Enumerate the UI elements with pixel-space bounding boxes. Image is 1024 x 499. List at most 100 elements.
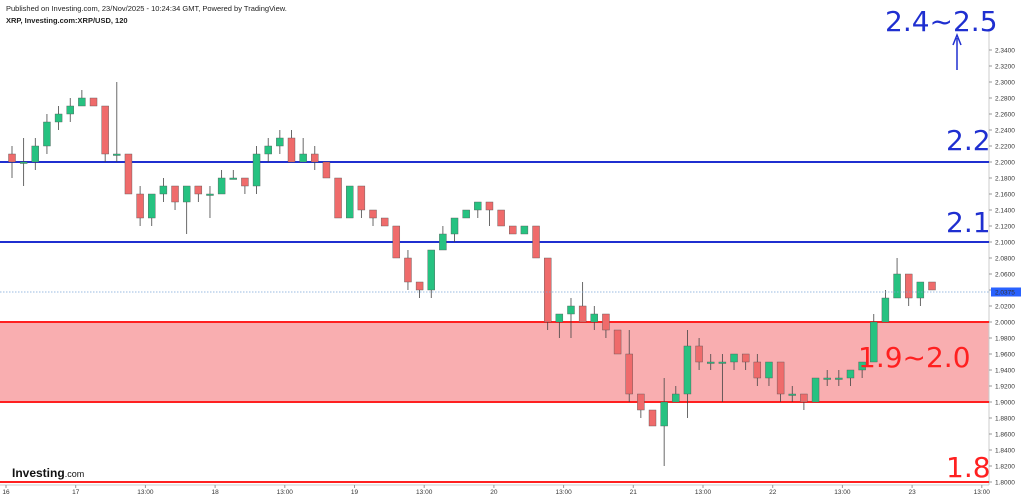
- candle-body: [590, 313, 598, 323]
- candle-body: [776, 361, 785, 395]
- candle-body: [858, 361, 866, 371]
- candle-body: [369, 209, 377, 219]
- svg-text:Investing.com: Investing.com: [12, 466, 84, 480]
- candle-body: [124, 153, 133, 195]
- level-label-2-1: 2.1: [946, 206, 991, 239]
- y-tick-label: 2.1600: [995, 191, 1015, 198]
- y-tick-label: 2.3000: [995, 79, 1015, 86]
- x-tick-label: 13:00: [555, 489, 572, 496]
- x-tick-label: 13:00: [416, 489, 433, 496]
- y-tick-label: 2.1000: [995, 239, 1015, 246]
- level-lines: [0, 161, 989, 483]
- target-label: 2.4~2.5: [885, 5, 998, 38]
- candle-body: [148, 193, 156, 219]
- candle-body: [835, 377, 843, 380]
- candle-body: [43, 121, 51, 147]
- y-tick-label: 2.0600: [995, 271, 1015, 278]
- y-tick-label: 1.9400: [995, 367, 1015, 374]
- y-tick-label: 2.1400: [995, 207, 1015, 214]
- x-tick-label: 16: [2, 489, 10, 496]
- candle-body: [672, 393, 680, 403]
- candle-body: [182, 185, 191, 203]
- candle-body: [462, 209, 470, 219]
- candle-body: [555, 313, 564, 323]
- x-axis-ticks: 16 17 13:00 18 13:00 19 13:00 20 13:00 21 13:00 22 1…: [2, 485, 990, 496]
- y-tick-label: 2.2800: [995, 95, 1015, 102]
- candle-body: [765, 361, 773, 379]
- candle-body: [707, 361, 715, 364]
- candle-body: [846, 369, 855, 379]
- candle-body: [730, 353, 738, 363]
- x-tick-label: 13:00: [695, 489, 712, 496]
- candle-body: [741, 353, 750, 363]
- x-tick-label: 13:00: [834, 489, 851, 496]
- candle-body: [54, 113, 63, 123]
- candle-body: [334, 177, 342, 219]
- candle-body: [543, 257, 552, 323]
- candle-body: [287, 137, 296, 163]
- logo-suffix: .com: [65, 469, 85, 479]
- candle-body: [520, 225, 529, 235]
- candle-body: [31, 145, 39, 163]
- candle-body: [648, 409, 657, 427]
- candle-body: [252, 153, 261, 187]
- candle-body: [264, 145, 272, 155]
- x-tick-label: 23: [908, 489, 916, 496]
- x-tick-label: 17: [72, 489, 80, 496]
- candle-body: [241, 177, 249, 187]
- candle-body: [299, 153, 307, 163]
- candle-body: [136, 193, 144, 219]
- candle-body: [905, 273, 913, 299]
- candle-body: [8, 153, 16, 163]
- candle-body: [625, 353, 633, 395]
- candle-body: [415, 281, 424, 291]
- candle-body: [66, 105, 74, 115]
- candle-body: [474, 201, 482, 211]
- candle-body: [194, 185, 203, 195]
- candle-body: [217, 177, 226, 195]
- candle-body: [89, 97, 98, 107]
- candle-body: [346, 185, 354, 219]
- x-tick-label: 21: [630, 489, 638, 496]
- candle-body: [870, 321, 878, 363]
- candle-body: [800, 393, 808, 403]
- y-tick-label: 2.2200: [995, 143, 1015, 150]
- y-tick-label: 2.2600: [995, 111, 1015, 118]
- candle-body: [637, 393, 645, 411]
- y-tick-label: 1.9200: [995, 383, 1015, 390]
- published-caption: Published on Investing.com, 23/Nov/2025 …: [6, 4, 287, 13]
- candle-body: [602, 313, 610, 331]
- candle-body: [78, 97, 86, 107]
- candle-body: [427, 249, 435, 291]
- target-arrow-head: [952, 32, 962, 46]
- y-tick-label: 1.9800: [995, 335, 1015, 342]
- candle-body: [881, 297, 890, 323]
- candle-body: [159, 185, 168, 195]
- candle-body: [811, 377, 820, 403]
- candle-body: [101, 105, 109, 155]
- y-tick-label: 2.2400: [995, 127, 1015, 134]
- level-label-1-8: 1.8: [946, 451, 991, 484]
- x-tick-label: 20: [490, 489, 498, 496]
- y-tick-label: 2.1800: [995, 175, 1015, 182]
- zone-label: 1.9~2.0: [858, 341, 971, 374]
- candle-body: [404, 257, 412, 283]
- candle-body: [683, 345, 692, 395]
- logo-text: Investing: [12, 466, 65, 480]
- y-tick-label: 2.3400: [995, 47, 1015, 54]
- candle-body: [893, 273, 901, 299]
- candle-body: [392, 225, 401, 259]
- x-tick-label: 13:00: [277, 489, 294, 496]
- y-axis-ticks: 2.3400 2.3200 2.3000 2.2800 2.2600 2.2400 2.22…: [989, 47, 1015, 486]
- y-tick-label: 2.2000: [995, 159, 1015, 166]
- candle-body: [718, 361, 727, 364]
- candle-body: [380, 217, 389, 227]
- candle-body: [497, 209, 505, 227]
- candle-body: [788, 393, 796, 396]
- candle-body: [311, 153, 319, 163]
- current-price-tag-box: [991, 287, 1021, 297]
- y-tick-label: 1.9000: [995, 399, 1015, 406]
- candle-body: [695, 345, 703, 363]
- target-annotation: 2.4~2.5: [885, 5, 998, 70]
